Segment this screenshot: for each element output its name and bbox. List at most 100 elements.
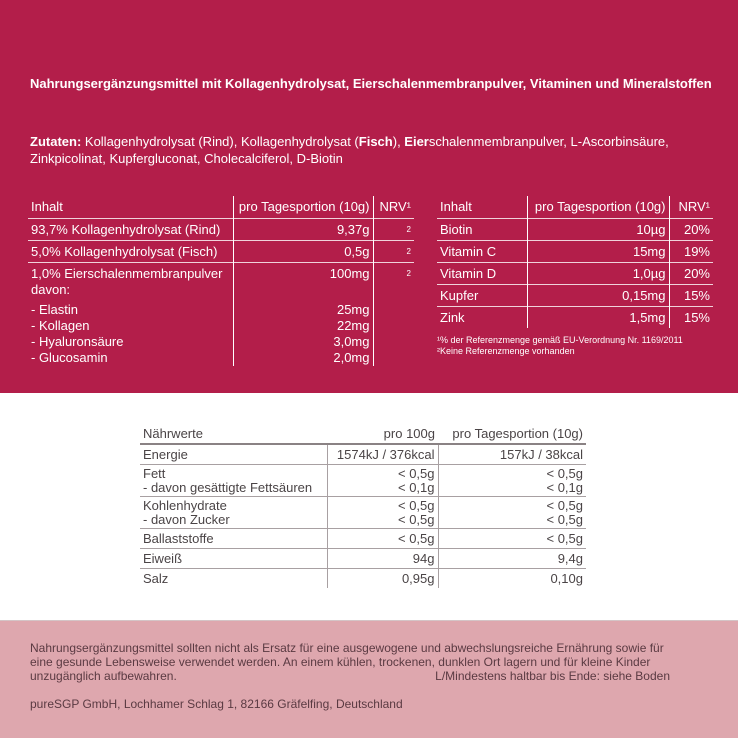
table-row: 5,0% Kollagenhydrolysat (Fisch) 0,5g 2 bbox=[28, 240, 414, 262]
cell: 2 bbox=[406, 224, 411, 234]
table-row: Biotin 10µg 20% bbox=[437, 218, 713, 240]
davon-label: davon: bbox=[31, 281, 71, 297]
ingredients-label: Zutaten: bbox=[30, 134, 82, 149]
cell: 1,0% Eierschalenmembranpulver davon: - Ela… bbox=[28, 262, 233, 366]
cell: 20% bbox=[683, 265, 710, 281]
cell: 0,10g bbox=[550, 571, 583, 586]
best-before-text: L/Mindestens haltbar bis Ende: siehe Bod… bbox=[435, 669, 670, 683]
footnotes: ¹% der Referenzmenge gemäß EU-Verordnung… bbox=[437, 335, 683, 357]
cell: 2 bbox=[406, 268, 411, 278]
item-value: < 0,5g bbox=[546, 512, 583, 527]
header-cell: Nährwerte bbox=[143, 426, 203, 441]
item-name: - davon gesättigte Fettsäuren bbox=[143, 480, 313, 495]
item-value: < 0,5g bbox=[397, 466, 435, 481]
allergen: Eier bbox=[404, 134, 429, 149]
item-value: 25mg bbox=[336, 301, 370, 317]
collagen-table: Inhalt pro Tagesportion (10g) NRV¹ 93,7% K… bbox=[28, 196, 414, 366]
ingredients-text: Kollagenhydrolysat (Rind), Kollagenhydro… bbox=[81, 134, 359, 149]
ingredients: Zutaten: Kollagenhydrolysat (Rind), Koll… bbox=[30, 133, 730, 167]
cell: 1574kJ / 376kcal bbox=[327, 444, 439, 465]
cell: 100mg 25mg 22mg 3,0mg 2,0mg bbox=[232, 262, 374, 366]
warning-text: Nahrungsergänzungsmittel sollten nicht a… bbox=[30, 641, 664, 683]
item-value: 3,0mg bbox=[333, 333, 370, 349]
item-name: - Glucosamin bbox=[31, 349, 108, 365]
cell: 0,95g bbox=[327, 568, 439, 588]
table-row: 1,0% Eierschalenmembranpulver davon: - Ela… bbox=[28, 262, 414, 366]
cell: 1,5mg bbox=[526, 306, 670, 328]
cell: Salz bbox=[140, 568, 328, 588]
item-name: - davon Zucker bbox=[143, 512, 230, 527]
cell: 15% bbox=[683, 309, 710, 325]
ingredients-text: ), bbox=[392, 134, 405, 149]
cell: Vitamin D bbox=[440, 265, 497, 281]
cell: 9,4g bbox=[557, 551, 583, 566]
item-value: < 0,5g bbox=[546, 466, 583, 481]
table-header: Nährwerte pro 100g pro Tagesportion (10g) bbox=[140, 424, 586, 444]
item-value: 2,0mg bbox=[333, 349, 370, 365]
header-cell: Inhalt bbox=[440, 199, 472, 214]
cell: Biotin bbox=[440, 221, 473, 237]
item-value: 100mg bbox=[329, 265, 370, 281]
cell: 20% bbox=[683, 221, 710, 237]
table-row: Ballaststoffe < 0,5g < 0,5g bbox=[140, 528, 586, 549]
vitamins-table: Inhalt pro Tagesportion (10g) NRV¹ Biotin 1… bbox=[437, 196, 713, 328]
notice-text: Nahrungsergänzungsmittel sollten nicht a… bbox=[30, 641, 670, 683]
item-name: - Elastin bbox=[31, 301, 78, 317]
header-cell: pro Tagesportion (10g) bbox=[232, 196, 374, 218]
legal-panel: Nahrungsergänzungsmittel sollten nicht a… bbox=[0, 620, 738, 738]
cell: 94g bbox=[327, 548, 439, 569]
table-row: Zink 1,5mg 15% bbox=[437, 306, 713, 328]
header-cell: pro Tagesportion (10g) bbox=[526, 196, 670, 218]
product-title: Nahrungsergänzungsmittel mit Kollagenhyd… bbox=[30, 76, 712, 91]
cell: 10µg bbox=[526, 218, 670, 240]
item-name: - Hyaluronsäure bbox=[31, 333, 124, 349]
item-name: Kohlenhydrate bbox=[143, 498, 227, 513]
cell: < 0,5g bbox=[546, 531, 583, 546]
item-value: 22mg bbox=[336, 317, 370, 333]
table-row: Fett - davon gesättigte Fettsäuren < 0,5g <… bbox=[140, 464, 586, 497]
cell: Vitamin C bbox=[440, 243, 497, 259]
table-row: Eiweiß 94g 9,4g bbox=[140, 548, 586, 569]
table-row: 93,7% Kollagenhydrolysat (Rind) 9,37g 2 bbox=[28, 218, 414, 240]
manufacturer-address: pureSGP GmbH, Lochhamer Schlag 1, 82166 … bbox=[30, 697, 403, 711]
table-row: Kohlenhydrate - davon Zucker < 0,5g < 0,5g <… bbox=[140, 496, 586, 529]
cell: 15% bbox=[683, 287, 710, 303]
cell: 93,7% Kollagenhydrolysat (Rind) bbox=[31, 221, 221, 237]
cell: 1,0µg bbox=[526, 262, 670, 284]
cell: 5,0% Kollagenhydrolysat (Fisch) bbox=[31, 243, 218, 259]
ingredients-text: schalenmembranpulver, L-Ascorbinsäure, Z… bbox=[30, 134, 669, 166]
header-cell: pro Tagesportion (10g) bbox=[452, 426, 583, 441]
cell: Ballaststoffe bbox=[140, 528, 328, 549]
table-row: Vitamin C 15mg 19% bbox=[437, 240, 713, 262]
cell: 0,15mg bbox=[526, 284, 670, 306]
item-value: < 0,5g bbox=[546, 498, 583, 513]
item-value: < 0,1g bbox=[397, 480, 435, 495]
footnote: ¹% der Referenzmenge gemäß EU-Verordnung… bbox=[437, 335, 683, 345]
supplement-info-panel: Nahrungsergänzungsmittel mit Kollagenhyd… bbox=[0, 0, 738, 393]
footnote: ²Keine Referenzmenge vorhanden bbox=[437, 346, 575, 356]
allergen: Fisch bbox=[358, 134, 393, 149]
cell: 2 bbox=[406, 246, 411, 256]
cell: Zink bbox=[440, 309, 465, 325]
header-cell: NRV¹ bbox=[678, 199, 710, 214]
header-cell: Inhalt bbox=[31, 199, 63, 214]
cell: Eiweiß bbox=[140, 548, 328, 569]
cell: Energie bbox=[140, 444, 328, 465]
cell: Kupfer bbox=[440, 287, 479, 303]
cell: < 0,5g bbox=[327, 528, 439, 549]
header-cell: pro 100g bbox=[383, 426, 435, 441]
cell: 157kJ / 38kcal bbox=[499, 447, 583, 462]
table-header: Inhalt pro Tagesportion (10g) NRV¹ bbox=[437, 196, 713, 218]
table-row: Vitamin D 1,0µg 20% bbox=[437, 262, 713, 284]
table-row: Salz 0,95g 0,10g bbox=[140, 568, 586, 588]
nutrition-table: Nährwerte pro 100g pro Tagesportion (10g) … bbox=[140, 424, 586, 588]
item-name: 1,0% Eierschalenmembranpulver bbox=[31, 265, 223, 281]
item-name: Fett bbox=[143, 466, 166, 481]
cell: 19% bbox=[683, 243, 710, 259]
table-row: Kupfer 0,15mg 15% bbox=[437, 284, 713, 306]
item-name: - Kollagen bbox=[31, 317, 90, 333]
item-value: < 0,1g bbox=[546, 480, 583, 495]
cell: 0,5g bbox=[232, 240, 374, 262]
cell: 15mg bbox=[526, 240, 670, 262]
item-value: < 0,5g bbox=[397, 512, 435, 527]
